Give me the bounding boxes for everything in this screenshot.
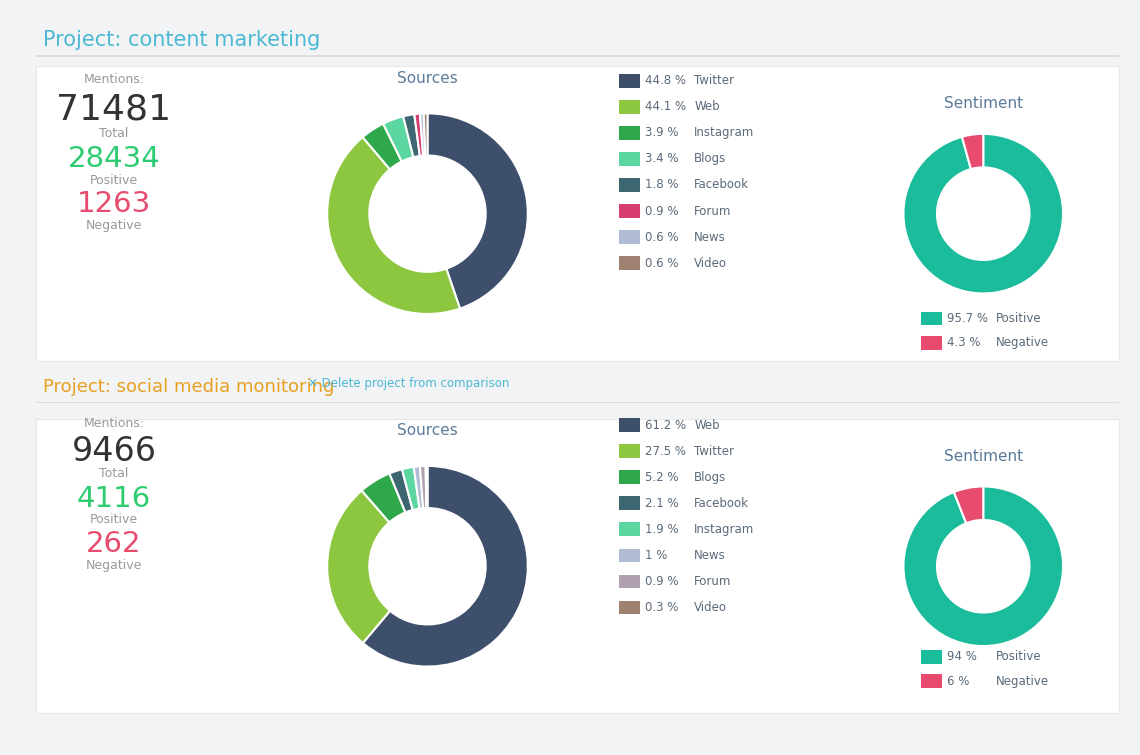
Text: 27.5 %: 27.5 % bbox=[645, 445, 686, 458]
Text: 1263: 1263 bbox=[76, 190, 152, 218]
Text: 0.9 %: 0.9 % bbox=[645, 205, 678, 217]
Text: 44.1 %: 44.1 % bbox=[645, 100, 686, 113]
Text: 3.9 %: 3.9 % bbox=[645, 126, 678, 140]
Text: Forum: Forum bbox=[694, 205, 732, 217]
Wedge shape bbox=[420, 466, 426, 508]
Text: Twitter: Twitter bbox=[694, 445, 734, 458]
Text: 44.8 %: 44.8 % bbox=[645, 74, 686, 88]
Text: Facebook: Facebook bbox=[694, 178, 749, 192]
Text: 1.9 %: 1.9 % bbox=[645, 522, 678, 536]
Text: Positive: Positive bbox=[996, 312, 1042, 325]
Text: 94 %: 94 % bbox=[947, 650, 977, 664]
Text: 0.9 %: 0.9 % bbox=[645, 575, 678, 588]
Text: 9466: 9466 bbox=[72, 435, 156, 468]
Text: Project: content marketing: Project: content marketing bbox=[43, 30, 320, 50]
Text: 71481: 71481 bbox=[57, 92, 171, 126]
Wedge shape bbox=[361, 473, 406, 522]
Text: Instagram: Instagram bbox=[694, 126, 755, 140]
Wedge shape bbox=[428, 113, 528, 309]
Text: Negative: Negative bbox=[86, 559, 142, 572]
Wedge shape bbox=[420, 113, 425, 156]
Text: Negative: Negative bbox=[86, 219, 142, 232]
Text: 4116: 4116 bbox=[76, 485, 152, 513]
Text: Web: Web bbox=[694, 418, 719, 432]
Title: Sentiment: Sentiment bbox=[944, 97, 1023, 111]
Text: ✕ Delete project from comparison: ✕ Delete project from comparison bbox=[308, 378, 510, 390]
Text: Web: Web bbox=[694, 100, 719, 113]
Text: Positive: Positive bbox=[90, 513, 138, 526]
Wedge shape bbox=[954, 486, 984, 523]
Wedge shape bbox=[962, 134, 983, 169]
Text: Project: social media monitoring: Project: social media monitoring bbox=[43, 378, 335, 396]
Text: 1.8 %: 1.8 % bbox=[645, 178, 678, 192]
Text: 3.4 %: 3.4 % bbox=[645, 153, 678, 165]
Wedge shape bbox=[363, 466, 528, 667]
Text: 1 %: 1 % bbox=[645, 549, 668, 562]
Text: Mentions:: Mentions: bbox=[83, 73, 145, 86]
Text: Instagram: Instagram bbox=[694, 522, 755, 536]
Title: Sentiment: Sentiment bbox=[944, 449, 1023, 464]
Text: 95.7 %: 95.7 % bbox=[947, 312, 988, 325]
Text: News: News bbox=[694, 230, 726, 244]
Text: Twitter: Twitter bbox=[694, 74, 734, 88]
Text: 0.6 %: 0.6 % bbox=[645, 230, 678, 244]
Text: Total: Total bbox=[99, 127, 129, 140]
Text: 0.3 %: 0.3 % bbox=[645, 601, 678, 614]
Text: 2.1 %: 2.1 % bbox=[645, 497, 678, 510]
Wedge shape bbox=[424, 113, 428, 156]
Wedge shape bbox=[414, 467, 423, 509]
Text: 28434: 28434 bbox=[67, 145, 161, 173]
Text: Mentions:: Mentions: bbox=[83, 417, 145, 430]
Text: Blogs: Blogs bbox=[694, 470, 726, 484]
Title: Sources: Sources bbox=[397, 71, 458, 86]
Text: Negative: Negative bbox=[996, 336, 1050, 350]
Wedge shape bbox=[327, 137, 459, 314]
Text: Forum: Forum bbox=[694, 575, 732, 588]
Wedge shape bbox=[327, 491, 390, 643]
Wedge shape bbox=[904, 486, 1062, 646]
Title: Sources: Sources bbox=[397, 424, 458, 439]
Text: Total: Total bbox=[99, 467, 129, 479]
Text: 6 %: 6 % bbox=[947, 674, 970, 688]
Wedge shape bbox=[404, 114, 420, 157]
Text: Video: Video bbox=[694, 601, 727, 614]
Text: Blogs: Blogs bbox=[694, 153, 726, 165]
Text: 4.3 %: 4.3 % bbox=[947, 336, 980, 350]
Text: Negative: Negative bbox=[996, 674, 1050, 688]
Text: Facebook: Facebook bbox=[694, 497, 749, 510]
Text: 0.6 %: 0.6 % bbox=[645, 257, 678, 270]
Text: 5.2 %: 5.2 % bbox=[645, 470, 678, 484]
Wedge shape bbox=[425, 466, 428, 508]
Text: 262: 262 bbox=[87, 530, 141, 558]
Text: Positive: Positive bbox=[90, 174, 138, 186]
Text: News: News bbox=[694, 549, 726, 562]
Wedge shape bbox=[383, 116, 414, 162]
Wedge shape bbox=[904, 134, 1062, 294]
Wedge shape bbox=[414, 114, 423, 156]
Text: Video: Video bbox=[694, 257, 727, 270]
Wedge shape bbox=[402, 467, 420, 510]
Wedge shape bbox=[390, 470, 413, 513]
Text: Positive: Positive bbox=[996, 650, 1042, 664]
Text: 61.2 %: 61.2 % bbox=[645, 418, 686, 432]
Wedge shape bbox=[363, 124, 401, 169]
